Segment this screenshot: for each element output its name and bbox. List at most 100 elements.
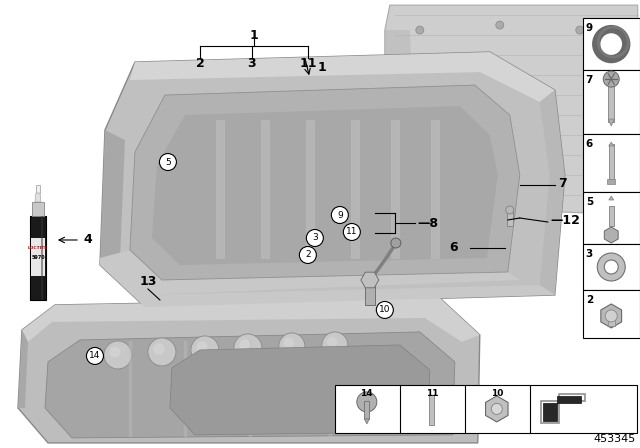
Text: 9: 9: [337, 211, 343, 220]
Polygon shape: [130, 52, 555, 102]
Circle shape: [159, 154, 177, 171]
Bar: [335, 385, 637, 433]
Bar: [41, 216, 43, 300]
Text: 10: 10: [379, 306, 390, 314]
Circle shape: [109, 346, 120, 358]
Polygon shape: [261, 120, 269, 258]
Circle shape: [191, 336, 219, 364]
Circle shape: [604, 71, 620, 87]
Polygon shape: [543, 396, 580, 421]
Circle shape: [154, 343, 164, 354]
Polygon shape: [130, 85, 520, 280]
Polygon shape: [609, 196, 614, 200]
Polygon shape: [601, 304, 621, 328]
Text: 11: 11: [299, 56, 317, 69]
Polygon shape: [391, 120, 399, 258]
Circle shape: [396, 66, 404, 74]
Bar: [583, 290, 640, 338]
Polygon shape: [100, 52, 564, 307]
Polygon shape: [361, 272, 379, 288]
Text: 11: 11: [346, 228, 358, 237]
Bar: [583, 244, 640, 290]
Circle shape: [506, 206, 514, 214]
Text: 11: 11: [426, 389, 438, 398]
Circle shape: [322, 332, 348, 358]
Circle shape: [284, 338, 294, 348]
Circle shape: [576, 26, 584, 34]
Text: 1: 1: [318, 60, 326, 73]
Text: 9: 9: [586, 23, 593, 33]
Bar: [608, 80, 614, 122]
Circle shape: [597, 253, 625, 281]
Polygon shape: [351, 120, 359, 258]
Text: 6: 6: [586, 139, 593, 149]
Circle shape: [616, 56, 624, 64]
Text: 5970: 5970: [31, 255, 45, 260]
Polygon shape: [385, 5, 637, 215]
Polygon shape: [609, 142, 614, 146]
Polygon shape: [216, 120, 224, 258]
Polygon shape: [100, 250, 555, 307]
Text: —8: —8: [418, 216, 439, 229]
Bar: [30, 216, 46, 300]
Text: 2: 2: [305, 250, 310, 259]
Text: 453345: 453345: [594, 434, 636, 444]
Bar: [608, 316, 615, 326]
Text: 7: 7: [586, 75, 593, 85]
Circle shape: [376, 302, 394, 319]
Text: 5: 5: [165, 158, 171, 167]
Text: 4: 4: [83, 233, 92, 246]
Polygon shape: [18, 330, 28, 408]
Text: 3: 3: [312, 233, 317, 242]
Polygon shape: [170, 345, 430, 435]
Polygon shape: [604, 227, 618, 243]
Bar: [32, 202, 44, 216]
Text: 2: 2: [586, 295, 593, 305]
Bar: [583, 192, 640, 244]
Polygon shape: [22, 298, 480, 342]
Circle shape: [391, 238, 401, 248]
Bar: [507, 210, 513, 226]
Text: 1: 1: [250, 29, 259, 42]
Bar: [36, 185, 40, 193]
Circle shape: [546, 196, 554, 204]
Text: 6: 6: [449, 241, 458, 254]
Text: 2: 2: [196, 56, 204, 69]
Circle shape: [416, 26, 424, 34]
Circle shape: [239, 339, 250, 350]
Bar: [583, 70, 640, 134]
Circle shape: [326, 337, 337, 347]
Polygon shape: [152, 106, 498, 265]
Circle shape: [234, 334, 262, 362]
Circle shape: [307, 229, 323, 246]
Polygon shape: [486, 396, 508, 422]
Circle shape: [616, 166, 624, 174]
Text: 5: 5: [586, 197, 593, 207]
Polygon shape: [100, 130, 125, 265]
Text: 3: 3: [586, 249, 593, 259]
Polygon shape: [385, 30, 510, 215]
Circle shape: [466, 201, 474, 209]
Circle shape: [391, 116, 399, 124]
Bar: [583, 134, 640, 192]
Polygon shape: [608, 119, 614, 126]
Circle shape: [104, 341, 132, 369]
Text: LOCTITE: LOCTITE: [28, 246, 48, 250]
Bar: [607, 179, 615, 184]
Bar: [609, 206, 614, 226]
Circle shape: [605, 310, 617, 322]
Text: 13: 13: [140, 276, 157, 289]
Polygon shape: [45, 332, 455, 438]
Bar: [365, 280, 375, 305]
Circle shape: [406, 176, 414, 184]
Circle shape: [496, 21, 504, 29]
Circle shape: [279, 333, 305, 359]
Bar: [31, 238, 45, 276]
Circle shape: [492, 403, 502, 414]
Circle shape: [86, 348, 104, 364]
Circle shape: [357, 392, 377, 412]
Circle shape: [332, 207, 348, 224]
Circle shape: [626, 116, 634, 124]
Circle shape: [148, 338, 176, 366]
Text: 7: 7: [558, 177, 566, 190]
